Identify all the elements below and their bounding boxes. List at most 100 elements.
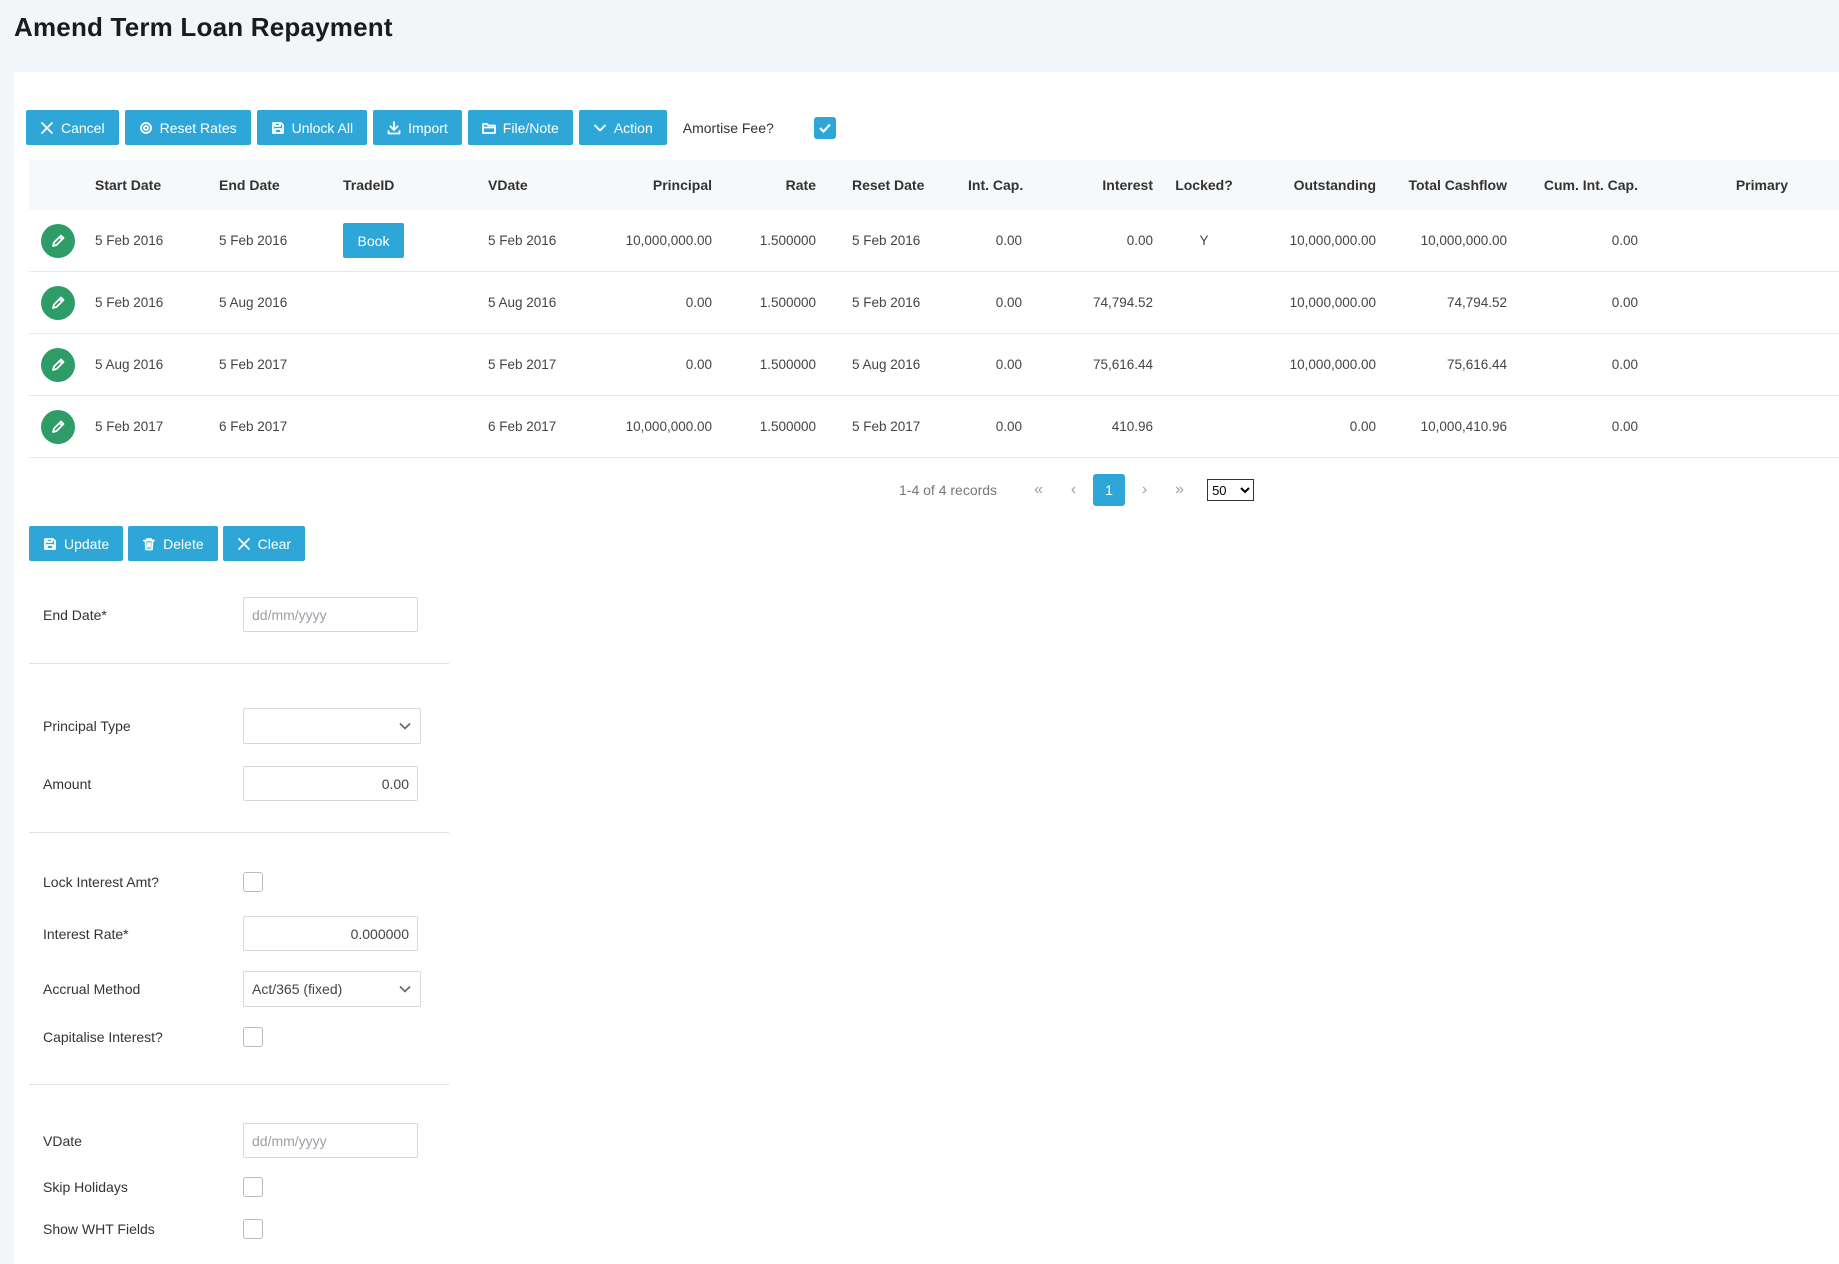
table-row[interactable]: 5 Aug 2016 5 Feb 2017 5 Feb 2017 0.00 1.… bbox=[29, 334, 1839, 396]
cell-int-cap: 0.00 bbox=[995, 357, 1022, 372]
cell-total-cashflow: 75,616.44 bbox=[1446, 357, 1507, 372]
cell-end-date: 6 Feb 2017 bbox=[219, 419, 288, 434]
repayment-grid: Start Date End Date TradeID VDate Princi… bbox=[29, 160, 1839, 458]
col-header-outstanding[interactable]: Outstanding bbox=[1293, 177, 1376, 193]
cell-start-date: 5 Feb 2017 bbox=[95, 419, 164, 434]
amount-input[interactable]: 0.00 bbox=[243, 766, 418, 801]
row-edit-cell bbox=[29, 285, 87, 320]
toolbar: Cancel Reset Rates Unlock All Import Fil… bbox=[26, 110, 836, 145]
col-header-total-cashflow[interactable]: Total Cashflow bbox=[1408, 177, 1507, 193]
col-header-trade-id[interactable]: TradeID bbox=[343, 177, 395, 193]
edit-row-button[interactable] bbox=[41, 223, 75, 258]
unlock-all-button[interactable]: Unlock All bbox=[256, 110, 368, 145]
table-row[interactable]: 5 Feb 2016 5 Feb 2016 Book 5 Feb 2016 10… bbox=[29, 210, 1839, 272]
first-page-button[interactable]: « bbox=[1034, 481, 1044, 498]
cell-end-date: 5 Feb 2017 bbox=[219, 357, 288, 372]
edit-row-button[interactable] bbox=[41, 347, 75, 382]
reset-rates-button[interactable]: Reset Rates bbox=[124, 110, 251, 145]
interest-rate-input[interactable]: 0.000000 bbox=[243, 916, 418, 951]
clear-label: Clear bbox=[257, 535, 292, 552]
divider bbox=[29, 663, 449, 664]
file-note-button[interactable]: File/Note bbox=[467, 110, 573, 145]
action-button[interactable]: Action bbox=[578, 110, 667, 145]
table-row[interactable]: 5 Feb 2016 5 Aug 2016 5 Aug 2016 0.00 1.… bbox=[29, 272, 1839, 334]
cell-principal: 0.00 bbox=[685, 295, 712, 310]
clear-button[interactable]: Clear bbox=[222, 526, 306, 561]
col-header-cum-int-cap[interactable]: Cum. Int. Cap. bbox=[1543, 177, 1638, 193]
divider bbox=[29, 1084, 449, 1085]
import-button[interactable]: Import bbox=[373, 110, 462, 145]
col-header-primary[interactable]: Primary bbox=[1735, 177, 1788, 193]
cell-cum-int-cap: 0.00 bbox=[1611, 357, 1638, 372]
cell-int-cap: 0.00 bbox=[995, 419, 1022, 434]
prev-page-button[interactable]: ‹ bbox=[1070, 481, 1077, 498]
import-label: Import bbox=[408, 119, 448, 136]
amortise-fee-checkbox[interactable] bbox=[813, 116, 836, 139]
cell-start-date: 5 Feb 2016 bbox=[95, 233, 164, 248]
col-header-rate[interactable]: Rate bbox=[785, 177, 816, 193]
unlock-all-label: Unlock All bbox=[291, 119, 354, 136]
col-header-locked[interactable]: Locked? bbox=[1175, 177, 1233, 193]
check-icon bbox=[819, 123, 831, 133]
page-size-select[interactable]: 50 bbox=[1207, 479, 1255, 501]
cell-total-cashflow: 74,794.52 bbox=[1446, 295, 1507, 310]
col-header-reset-date[interactable]: Reset Date bbox=[852, 177, 925, 193]
capitalise-interest-checkbox[interactable] bbox=[243, 1027, 263, 1047]
end-date-input[interactable]: dd/mm/yyyy bbox=[243, 597, 418, 632]
trash-icon bbox=[143, 537, 156, 550]
cell-total-cashflow: 10,000,000.00 bbox=[1420, 233, 1507, 248]
save-icon bbox=[271, 121, 284, 134]
book-button[interactable]: Book bbox=[343, 223, 404, 258]
lock-interest-row: Lock Interest Amt? bbox=[29, 872, 263, 892]
cell-locked: Y bbox=[1199, 233, 1209, 248]
pencil-icon bbox=[52, 296, 65, 309]
edit-row-button[interactable] bbox=[41, 285, 75, 320]
next-page-button[interactable]: › bbox=[1141, 481, 1148, 498]
cancel-button[interactable]: Cancel bbox=[26, 110, 119, 145]
vdate-label: VDate bbox=[43, 1132, 82, 1149]
cell-rate: 1.500000 bbox=[759, 233, 816, 248]
page-number-button[interactable]: 1 bbox=[1093, 474, 1126, 506]
gear-icon bbox=[139, 121, 152, 134]
action-label: Action bbox=[613, 119, 653, 136]
col-header-vdate[interactable]: VDate bbox=[488, 177, 528, 193]
vdate-input[interactable]: dd/mm/yyyy bbox=[243, 1123, 418, 1158]
col-header-interest[interactable]: Interest bbox=[1102, 177, 1153, 193]
cell-vdate: 5 Aug 2016 bbox=[488, 295, 557, 310]
pagination-info: 1-4 of 4 records bbox=[899, 482, 998, 498]
cancel-label: Cancel bbox=[61, 119, 105, 136]
principal-type-select[interactable] bbox=[243, 708, 421, 744]
lock-interest-checkbox[interactable] bbox=[243, 872, 263, 892]
delete-button[interactable]: Delete bbox=[128, 526, 218, 561]
cell-cum-int-cap: 0.00 bbox=[1611, 233, 1638, 248]
skip-holidays-row: Skip Holidays bbox=[29, 1177, 263, 1197]
col-header-int-cap[interactable]: Int. Cap. bbox=[968, 177, 1024, 193]
cell-principal: 10,000,000.00 bbox=[625, 233, 712, 248]
amortise-fee-label: Amortise Fee? bbox=[682, 119, 774, 136]
cell-trade-id: Book bbox=[335, 223, 480, 258]
grid-header: Start Date End Date TradeID VDate Princi… bbox=[29, 160, 1839, 210]
pencil-icon bbox=[52, 358, 65, 371]
edit-row-button[interactable] bbox=[41, 409, 75, 444]
show-wht-checkbox[interactable] bbox=[243, 1219, 263, 1239]
last-page-button[interactable]: » bbox=[1175, 481, 1185, 498]
cell-start-date: 5 Feb 2016 bbox=[95, 295, 164, 310]
cell-total-cashflow: 10,000,410.96 bbox=[1420, 419, 1507, 434]
page-header: Amend Term Loan Repayment bbox=[0, 0, 1839, 72]
principal-type-label: Principal Type bbox=[43, 718, 131, 734]
skip-holidays-label: Skip Holidays bbox=[43, 1179, 128, 1195]
cell-principal: 10,000,000.00 bbox=[625, 419, 712, 434]
reset-rates-label: Reset Rates bbox=[159, 119, 237, 136]
cell-int-cap: 0.00 bbox=[995, 233, 1022, 248]
accrual-method-value: Act/365 (fixed) bbox=[252, 981, 343, 997]
col-header-end-date[interactable]: End Date bbox=[219, 177, 280, 193]
update-button[interactable]: Update bbox=[29, 526, 124, 561]
cell-rate: 1.500000 bbox=[759, 357, 816, 372]
table-row[interactable]: 5 Feb 2017 6 Feb 2017 6 Feb 2017 10,000,… bbox=[29, 396, 1839, 458]
col-header-start-date[interactable]: Start Date bbox=[95, 177, 162, 193]
skip-holidays-checkbox[interactable] bbox=[243, 1177, 263, 1197]
divider bbox=[29, 832, 449, 833]
accrual-method-select[interactable]: Act/365 (fixed) bbox=[243, 971, 421, 1007]
cell-end-date: 5 Feb 2016 bbox=[219, 233, 288, 248]
col-header-principal[interactable]: Principal bbox=[652, 177, 712, 193]
